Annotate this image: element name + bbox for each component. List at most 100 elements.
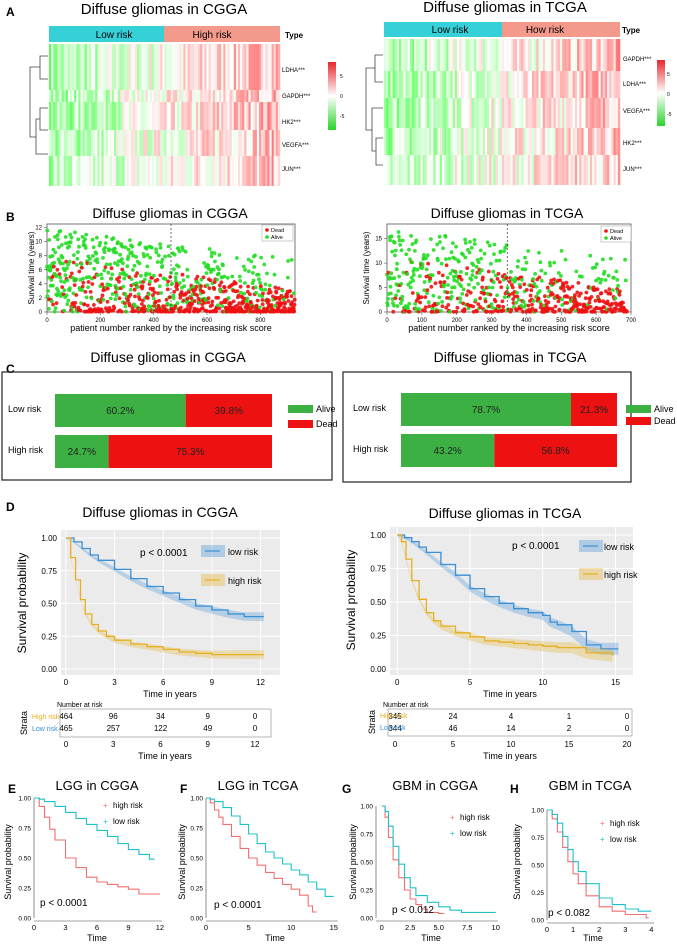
alive-point bbox=[498, 249, 503, 254]
risk-table-value: 345 bbox=[388, 712, 402, 721]
heatmap-cell bbox=[562, 39, 565, 71]
heatmap-cell bbox=[426, 128, 430, 155]
dead-point bbox=[288, 289, 292, 293]
heatmap-cell bbox=[607, 155, 610, 185]
heatmap-cell bbox=[181, 44, 184, 90]
heatmap-cell bbox=[553, 39, 556, 71]
alive-point bbox=[77, 244, 81, 249]
dead-point bbox=[273, 285, 278, 290]
x-tick-label: 6 bbox=[95, 923, 99, 932]
alive-point bbox=[616, 283, 620, 288]
dead-point bbox=[83, 290, 88, 294]
heatmap-cell bbox=[508, 39, 511, 71]
heatmap-cell bbox=[130, 156, 134, 186]
heatmap-cell bbox=[187, 156, 190, 186]
bar-value-label: 39.8% bbox=[215, 406, 243, 417]
heatmap-cell bbox=[506, 71, 509, 98]
alive-point bbox=[252, 265, 257, 269]
alive-point bbox=[468, 240, 472, 244]
heatmap-cell bbox=[78, 102, 81, 130]
heatmap-cell bbox=[594, 155, 597, 185]
alive-point bbox=[79, 262, 84, 266]
heatmap-cell bbox=[611, 39, 614, 71]
heatmap-cell bbox=[592, 155, 595, 185]
heatmap-cell bbox=[422, 98, 426, 128]
dead-point bbox=[482, 291, 487, 296]
alive-point bbox=[598, 280, 603, 285]
heatmap-cell bbox=[240, 44, 243, 90]
heatmap-tcga-colorbar-tick: 5 bbox=[667, 72, 670, 78]
alive-point bbox=[520, 277, 524, 282]
heatmap-cell bbox=[162, 102, 165, 130]
heatmap-cell bbox=[448, 128, 451, 155]
heatmap-cell bbox=[88, 130, 92, 156]
heatmap-cell bbox=[502, 155, 505, 185]
heatmap-cell bbox=[219, 156, 222, 186]
heatmap-cell bbox=[566, 155, 569, 185]
alive-point bbox=[413, 249, 417, 253]
bar-tcga-bars: 78.7% 21.3%43.2% 56.8% bbox=[401, 393, 617, 467]
alive-point bbox=[516, 297, 521, 302]
heatmap-cell bbox=[202, 90, 205, 102]
dead-point bbox=[88, 290, 93, 294]
heatmap-cell bbox=[166, 90, 169, 102]
alive-point bbox=[172, 267, 176, 272]
dead-point bbox=[188, 304, 193, 309]
heatmap-cell bbox=[555, 39, 559, 71]
heatmap-cell bbox=[429, 128, 432, 155]
alive-point bbox=[165, 301, 170, 306]
x-tick-label: 10 bbox=[287, 923, 295, 932]
km-tcga-risk-xlabel: Time in years bbox=[483, 751, 537, 761]
heatmap-cell bbox=[271, 102, 274, 130]
alive-point bbox=[226, 296, 231, 300]
heatmap-cell bbox=[277, 156, 281, 186]
heatmap-cell bbox=[478, 71, 481, 98]
heatmap-cell bbox=[592, 98, 595, 128]
heatmap-cell bbox=[615, 39, 619, 71]
dead-point bbox=[77, 269, 82, 274]
alive-point bbox=[169, 303, 174, 308]
alive-point bbox=[259, 255, 263, 260]
heatmap-cell bbox=[414, 98, 417, 128]
heatmap-cell bbox=[252, 44, 256, 90]
heatmap-cell bbox=[538, 155, 541, 185]
heatmap-cell bbox=[114, 156, 117, 186]
heatmap-cell bbox=[189, 90, 193, 102]
heatmap-cell bbox=[469, 71, 473, 98]
heatmap-cell bbox=[478, 128, 481, 155]
alive-point bbox=[289, 258, 294, 262]
alive-point bbox=[487, 285, 491, 290]
heatmap-cell bbox=[244, 102, 247, 130]
heatmap-cell bbox=[187, 44, 190, 90]
heatmap-cell bbox=[392, 39, 396, 71]
heatmap-cell bbox=[200, 44, 203, 90]
y-tick-label: 10 bbox=[375, 261, 382, 267]
heatmap-cell bbox=[86, 130, 90, 156]
heatmap-cell bbox=[480, 155, 483, 185]
alive-point bbox=[531, 277, 535, 281]
alive-point bbox=[476, 281, 480, 286]
heatmap-cell bbox=[532, 71, 535, 98]
alive-point bbox=[281, 297, 286, 302]
heatmap-cell bbox=[212, 156, 216, 186]
heatmap-cell bbox=[613, 155, 617, 185]
heatmap-cell bbox=[409, 39, 413, 71]
heatmap-cell bbox=[78, 90, 81, 102]
heatmap-cell bbox=[72, 44, 75, 90]
panel-letter-g: G bbox=[342, 782, 351, 796]
heatmap-cell bbox=[414, 155, 417, 185]
alive-point bbox=[63, 235, 68, 239]
km-h-title: GBM in TCGA bbox=[549, 778, 632, 793]
dead-point bbox=[210, 299, 215, 304]
alive-point bbox=[422, 253, 426, 257]
heatmap-cell bbox=[101, 44, 104, 90]
heatmap-cell bbox=[275, 130, 279, 156]
heatmap-cell bbox=[486, 155, 490, 185]
heatmap-cell bbox=[574, 155, 578, 185]
heatmap-tcga-lowrisk-label: Low risk bbox=[432, 25, 470, 36]
heatmap-cell bbox=[114, 130, 117, 156]
heatmap-cell bbox=[259, 44, 262, 90]
panel-letter-h: H bbox=[510, 782, 519, 796]
heatmap-cell bbox=[613, 71, 617, 98]
heatmap-cell bbox=[441, 128, 445, 155]
